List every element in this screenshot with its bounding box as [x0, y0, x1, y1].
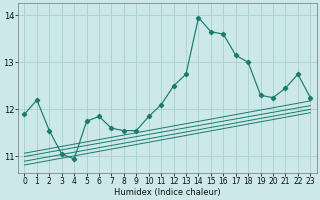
X-axis label: Humidex (Indice chaleur): Humidex (Indice chaleur) [114, 188, 221, 197]
